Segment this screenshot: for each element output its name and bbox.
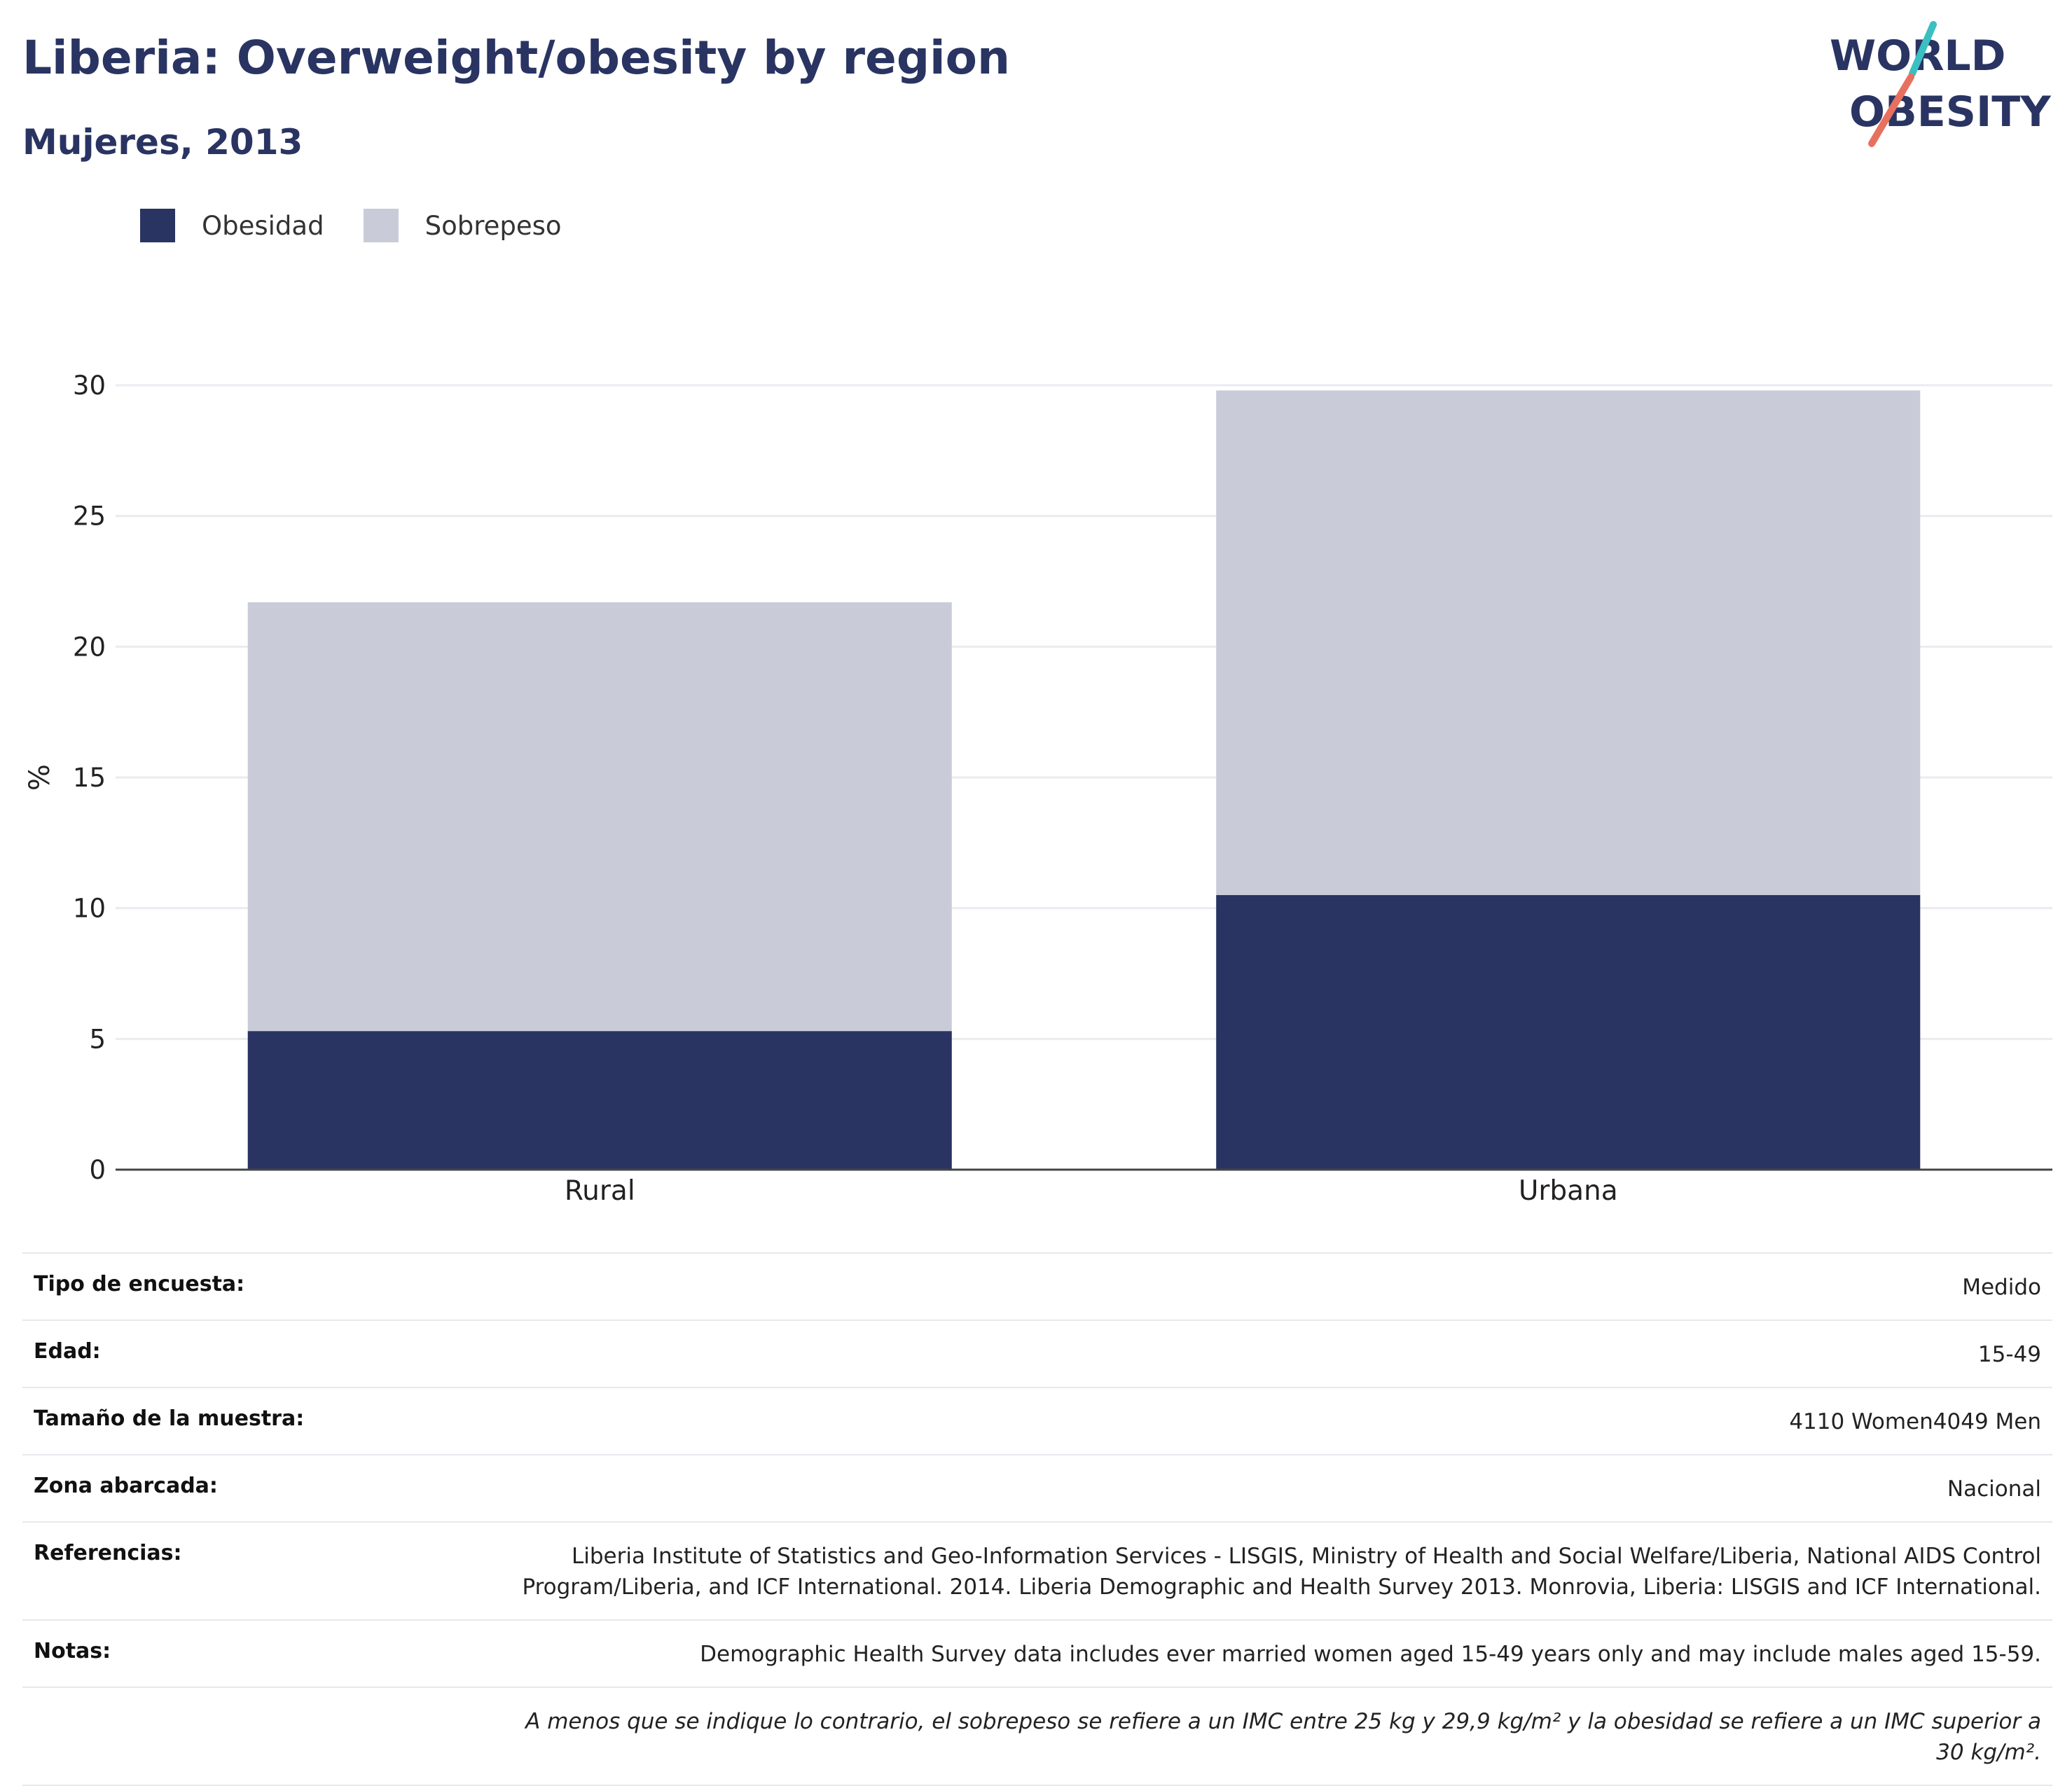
survey-metadata-table: Tipo de encuesta: Medido Edad: 15-49 Tamaño … — [22, 1252, 2052, 1786]
legend-swatch-obesidad — [140, 209, 175, 242]
metadata-value: 15-49 — [1977, 1342, 2041, 1367]
logo-slash-teal — [1909, 21, 1937, 77]
bar-obesidad-rural — [247, 1031, 952, 1170]
metadata-key: Zona abarcada: — [34, 1474, 218, 1498]
metadata-value: A menos que se indique lo contrario, el … — [525, 1709, 2041, 1765]
y-tick-label: 0 — [89, 1155, 106, 1185]
metadata-key: Tipo de encuesta: — [34, 1272, 245, 1296]
metadata-key: Referencias: — [34, 1541, 182, 1565]
bar-obesidad-urbana — [1216, 895, 1921, 1170]
x-tick-label: Rural — [565, 1175, 635, 1207]
bar-sobrepeso-urbana — [1216, 390, 1921, 895]
metadata-key: Edad: — [34, 1339, 101, 1364]
metadata-row: Tipo de encuesta: Medido — [22, 1252, 2052, 1320]
page-subtitle: Mujeres, 2013 — [22, 122, 303, 162]
metadata-row: Zona abarcada: Nacional — [22, 1454, 2052, 1521]
y-tick-label: 30 — [73, 371, 106, 401]
stacked-bar-chart: 0 5 10 15 20 25 30% Rural Urbana — [24, 371, 2052, 1207]
y-axis-label: % — [24, 764, 56, 791]
metadata-row: Referencias: Liberia Institute of Statist… — [22, 1521, 2052, 1619]
legend-swatch-sobrepeso — [363, 209, 399, 242]
y-tick-label: 10 — [73, 894, 106, 924]
world-obesity-logo: WORLD OBESITY — [1830, 21, 2052, 147]
metadata-key: Tamaño de la muestra: — [34, 1406, 305, 1431]
metadata-row: Tamaño de la muestra: 4110 Women4049 Men — [22, 1387, 2052, 1454]
page-title: Liberia: Overweight/obesity by region — [22, 31, 1011, 85]
y-tick-label: 15 — [73, 763, 106, 793]
y-tick-label: 20 — [73, 632, 106, 662]
metadata-value: Medido — [1962, 1275, 2041, 1300]
metadata-value: Demographic Health Survey data includes … — [700, 1642, 2041, 1667]
legend-item-sobrepeso[interactable]: Sobrepeso — [363, 209, 562, 242]
bar-sobrepeso-rural — [247, 602, 952, 1032]
y-tick-label: 5 — [89, 1024, 106, 1054]
metadata-value: Liberia Institute of Statistics and Geo-… — [522, 1544, 2041, 1600]
metadata-row: Edad: 15-49 — [22, 1320, 2052, 1387]
legend-item-obesidad[interactable]: Obesidad — [140, 209, 324, 242]
chart-legend: Obesidad Sobrepeso — [140, 208, 601, 243]
metadata-row: A menos que se indique lo contrario, el … — [22, 1687, 2052, 1786]
metadata-value: Nacional — [1947, 1476, 2041, 1502]
y-tick-label: 25 — [73, 501, 106, 532]
metadata-value: 4110 Women4049 Men — [1789, 1409, 2041, 1434]
metadata-row: Notas: Demographic Health Survey data inc… — [22, 1619, 2052, 1687]
logo-slash-coral — [1868, 74, 1914, 147]
metadata-key: Notas: — [34, 1639, 111, 1663]
x-tick-label: Urbana — [1519, 1175, 1618, 1207]
legend-label: Sobrepeso — [424, 210, 562, 241]
legend-label: Obesidad — [202, 210, 324, 241]
